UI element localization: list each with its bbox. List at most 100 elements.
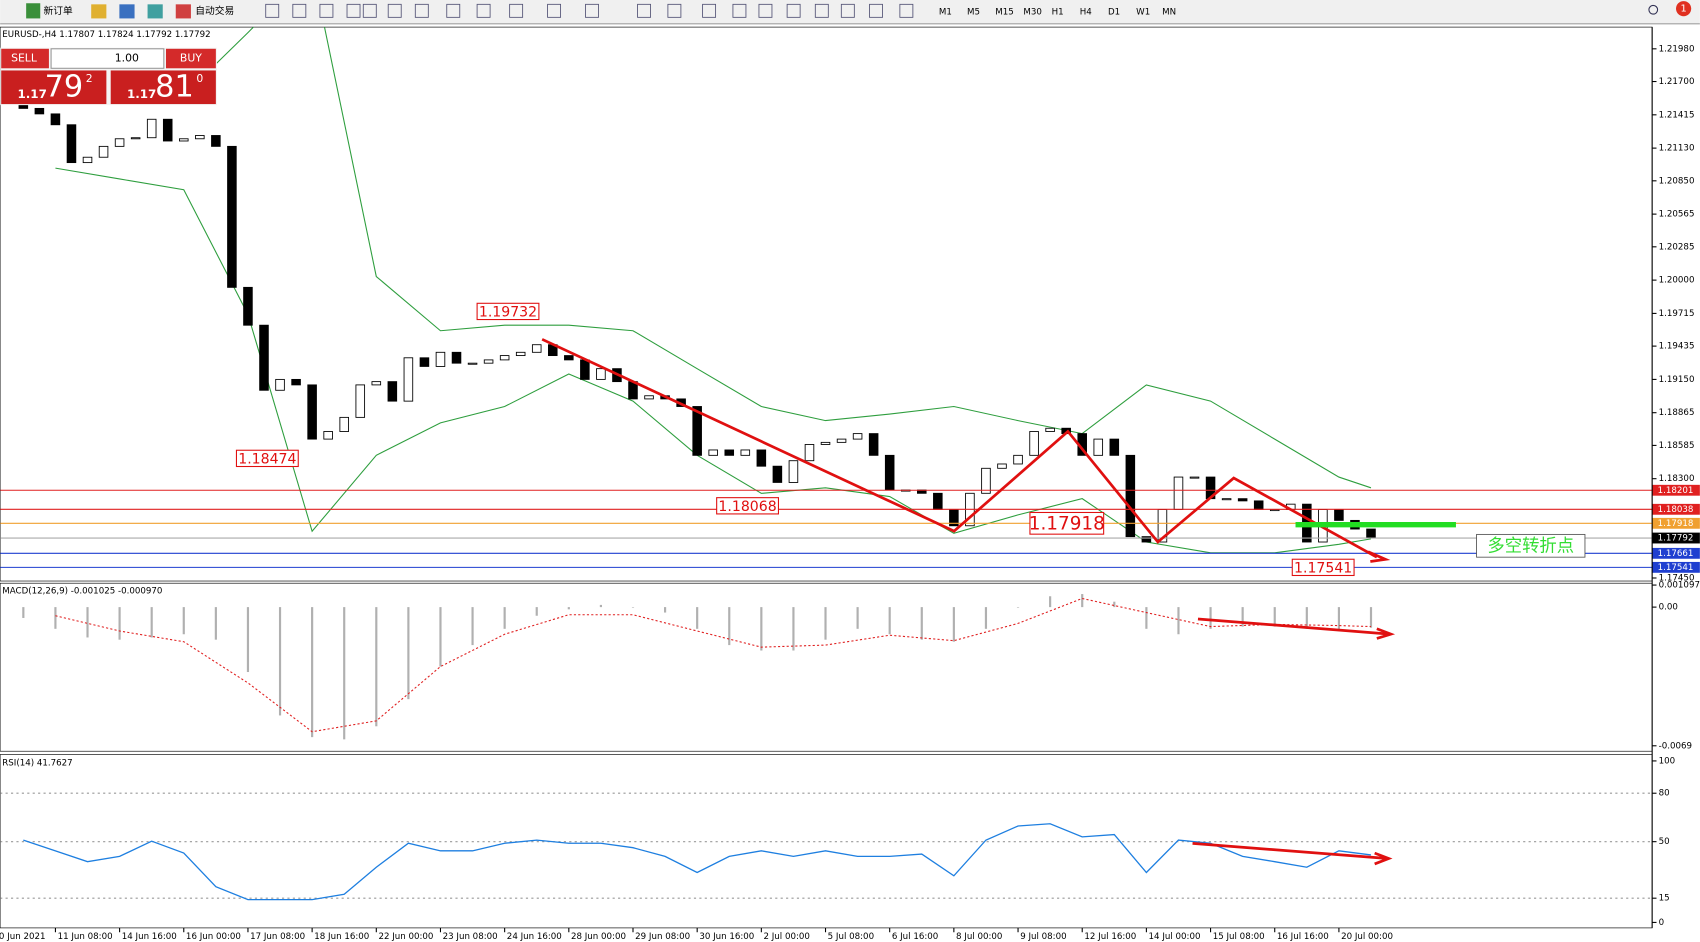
candle-body: [98, 145, 109, 158]
tool-icon[interactable]: [446, 3, 461, 18]
candle-body: [1013, 454, 1023, 465]
tool-icon[interactable]: [702, 3, 717, 18]
rsi-line: [23, 823, 1372, 901]
tool-icon[interactable]: [899, 3, 914, 18]
timeframe-button[interactable]: MN: [1162, 7, 1176, 17]
tool-icon[interactable]: [637, 3, 651, 18]
y-tick-label: 1.21130: [1659, 144, 1695, 154]
sell-label[interactable]: SELL: [11, 52, 37, 65]
price-annotation: 1.18474: [238, 451, 296, 467]
buy-button[interactable]: [165, 48, 216, 69]
x-tick-label: 14 Jun 16:00: [122, 932, 177, 942]
x-tick-label: 29 Jun 08:00: [635, 932, 690, 942]
y-tick-label: 1.17450: [1659, 573, 1695, 583]
macd-bar: [760, 607, 763, 651]
icon[interactable]: [91, 4, 107, 19]
candle-body: [1141, 536, 1152, 543]
arrow-head: [1367, 550, 1391, 563]
notification-badge[interactable]: [1676, 1, 1692, 17]
auto-trade-button[interactable]: 自动交易: [195, 4, 234, 17]
bid-box[interactable]: [1, 70, 107, 105]
lot-value[interactable]: 1.00: [115, 52, 139, 65]
candle-body: [740, 449, 751, 456]
ask-box[interactable]: [110, 70, 216, 105]
tool-icon[interactable]: [319, 3, 334, 18]
timeframe-button[interactable]: H4: [1080, 7, 1093, 17]
timeframe-button[interactable]: W1: [1136, 7, 1150, 17]
macd-bar: [792, 607, 795, 651]
macd-bar: [920, 607, 923, 640]
price-annotation-box: [235, 449, 299, 468]
candle-body: [1237, 498, 1248, 502]
candle-body: [564, 355, 574, 361]
candle-body: [1045, 427, 1055, 432]
macd-bar: [1145, 607, 1148, 629]
icon[interactable]: [147, 4, 163, 19]
y-tick-label: 80: [1659, 789, 1670, 799]
tool-icon[interactable]: [414, 3, 429, 18]
auto-trade-icon[interactable]: [175, 4, 191, 19]
price-annotation-box: [716, 497, 779, 515]
x-tick-label: 14 Jul 00:00: [1149, 932, 1201, 942]
tool-icon[interactable]: [869, 3, 883, 18]
macd-bar: [728, 607, 731, 646]
price-annotation-box: [1029, 511, 1105, 535]
candle-body: [355, 384, 366, 418]
new-order-button[interactable]: 新订单: [44, 4, 73, 17]
price-annotation: 1.18068: [718, 499, 776, 515]
timeframe-button[interactable]: M5: [967, 7, 980, 17]
buy-label[interactable]: BUY: [180, 52, 202, 65]
candle-body: [66, 124, 77, 164]
y-tick-label: 0.00: [1659, 603, 1678, 613]
x-tick-label: 30 Jun 16:00: [699, 932, 754, 942]
tool-icon[interactable]: [786, 3, 801, 18]
timeframe-button[interactable]: M30: [1023, 7, 1041, 17]
tool-icon[interactable]: [547, 3, 562, 18]
macd-bar: [375, 607, 378, 727]
tool-icon[interactable]: [476, 3, 491, 18]
notification-count[interactable]: 1: [1680, 4, 1686, 15]
macd-bar: [54, 607, 57, 629]
timeframe-button[interactable]: M15: [995, 7, 1013, 17]
macd-divergence: [1197, 617, 1390, 636]
tool-icon[interactable]: [346, 3, 361, 18]
x-tick-label: 5 Jul 08:00: [828, 932, 874, 942]
lot-input[interactable]: [50, 48, 165, 69]
sell-button[interactable]: [1, 48, 49, 69]
candle-body: [724, 449, 735, 456]
zigzag: [541, 338, 1378, 559]
icon[interactable]: [119, 4, 135, 19]
y-tick-label: 1.21700: [1659, 77, 1695, 87]
tool-icon[interactable]: [509, 3, 524, 18]
candle-body: [243, 286, 253, 326]
y-tick-label: 15: [1659, 894, 1670, 904]
x-tick-label: 24 Jun 16:00: [507, 932, 562, 942]
macd-bar: [1209, 607, 1212, 629]
candle-body: [836, 438, 847, 443]
tool-icon[interactable]: [840, 3, 855, 18]
tool-icon[interactable]: [362, 3, 377, 18]
tool-icon[interactable]: [732, 3, 747, 18]
new-order-icon[interactable]: [26, 3, 41, 19]
timeframe-button[interactable]: D1: [1108, 7, 1120, 17]
tool-icon[interactable]: [265, 3, 280, 18]
y-tick-label: 1.18300: [1659, 474, 1695, 484]
tool-icon[interactable]: [814, 3, 829, 18]
candle-body: [291, 378, 301, 386]
macd-bar: [1337, 607, 1340, 632]
tool-icon[interactable]: [758, 3, 773, 18]
macd-bar: [1305, 607, 1308, 629]
macd-bar: [118, 607, 121, 640]
tool-icon[interactable]: [585, 3, 599, 18]
tool-icon[interactable]: [667, 3, 682, 18]
tool-icon[interactable]: [387, 3, 402, 18]
timeframe-button[interactable]: H1: [1052, 7, 1064, 17]
tool-icons: M1 M5 M15 M30 H1 H4 D1 W1 MN: [265, 3, 1659, 18]
panel-title: RSI(14) 41.7627: [2, 759, 72, 769]
timeframe-button[interactable]: M1: [939, 7, 952, 17]
bid-big: 1.17: [17, 87, 46, 101]
tool-icon[interactable]: [292, 3, 307, 18]
arrow-head: [1376, 627, 1396, 640]
bollinger-band: [55, 27, 1372, 489]
macd-bar: [599, 604, 602, 608]
